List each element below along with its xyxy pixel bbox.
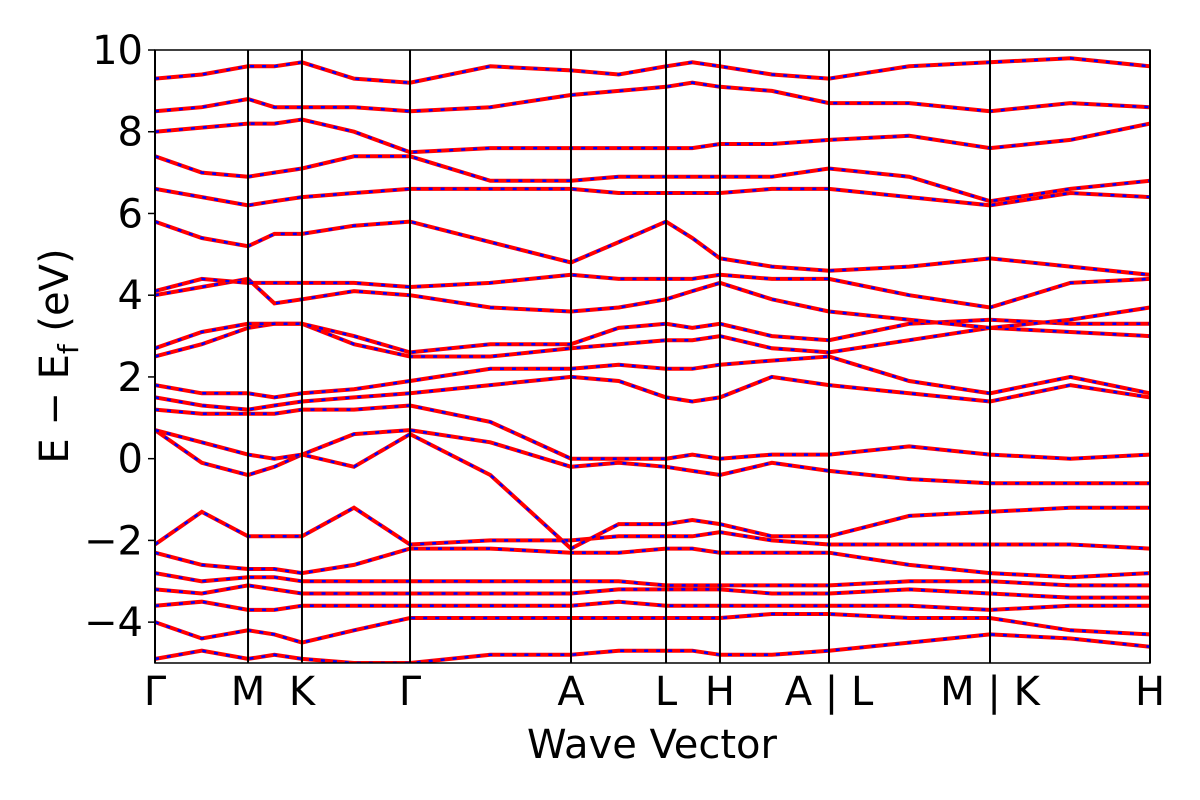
y-label-unit: (eV) — [32, 248, 78, 344]
band-line — [155, 276, 1150, 330]
band-line — [155, 186, 1150, 208]
band-line — [155, 403, 1150, 461]
y-tick-label: −4 — [84, 600, 143, 646]
y-tick-label: 0 — [118, 437, 143, 483]
y-tick-label: 6 — [118, 191, 143, 237]
y-tick-label: −2 — [84, 518, 143, 564]
band-line-dashed — [155, 118, 1150, 154]
band-line — [155, 505, 1150, 551]
band-line — [155, 317, 1150, 355]
band-line-dashed — [155, 428, 1150, 485]
band-line-dashed — [155, 81, 1150, 113]
y-tick-label: 10 — [92, 28, 143, 74]
band-line-dashed — [155, 429, 1150, 551]
band-line — [155, 583, 1150, 600]
band-line-dashed — [155, 187, 1150, 207]
y-axis-label: E − Ef (eV) — [32, 248, 85, 463]
band-line-dashed — [155, 571, 1150, 587]
y-tick-label: 8 — [118, 110, 143, 156]
x-axis-label: Wave Vector — [527, 722, 778, 768]
x-tick-label: L — [655, 669, 678, 715]
band-line — [155, 219, 1150, 277]
x-tick-label: H — [705, 669, 735, 715]
band-line-dashed — [155, 506, 1150, 550]
band-line-dashed — [155, 355, 1150, 399]
band-line-dashed — [155, 584, 1150, 599]
y-tick-label: 2 — [118, 355, 143, 401]
band-line-dashed — [155, 600, 1150, 612]
band-line-dashed — [155, 375, 1150, 411]
band-line — [155, 632, 1150, 663]
band-line-dashed — [155, 633, 1150, 663]
x-tick-label: M | K — [940, 669, 1041, 715]
x-tick-label: Γ — [144, 669, 167, 715]
band-line-dashed — [155, 318, 1150, 354]
band-line-dashed — [155, 220, 1150, 277]
y-tick-label: 4 — [118, 273, 143, 319]
band-line-dashed — [155, 155, 1150, 203]
x-tick-label: M — [231, 669, 266, 715]
x-tick-label: K — [289, 669, 317, 715]
band-line — [155, 599, 1150, 612]
x-tick-label: A — [557, 669, 585, 715]
x-tick-label: A | L — [785, 669, 874, 715]
band-line — [155, 80, 1150, 114]
y-label-main: E − E — [32, 354, 78, 464]
x-tick-label: Γ — [399, 669, 422, 715]
bands — [155, 56, 1150, 663]
x-tick-label: H — [1135, 669, 1165, 715]
band-line-dashed — [155, 547, 1150, 579]
band-line-dashed — [155, 612, 1150, 644]
y-label-subscript: f — [52, 343, 85, 354]
band-line — [155, 428, 1150, 552]
band-line-dashed — [155, 404, 1150, 460]
band-line-dashed — [155, 56, 1150, 84]
band-line-dashed — [155, 273, 1150, 309]
